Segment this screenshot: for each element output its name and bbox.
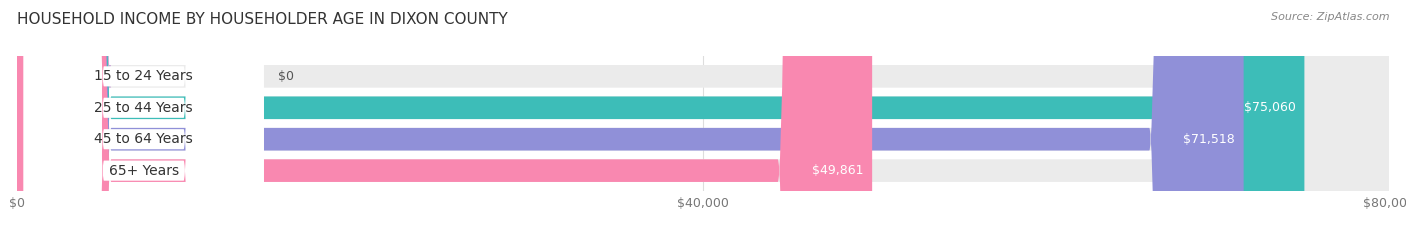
Text: $71,518: $71,518 bbox=[1184, 133, 1234, 146]
Text: 25 to 44 Years: 25 to 44 Years bbox=[94, 101, 193, 115]
FancyBboxPatch shape bbox=[17, 0, 1389, 233]
Text: 65+ Years: 65+ Years bbox=[108, 164, 179, 178]
FancyBboxPatch shape bbox=[24, 0, 264, 233]
FancyBboxPatch shape bbox=[17, 0, 872, 233]
Text: HOUSEHOLD INCOME BY HOUSEHOLDER AGE IN DIXON COUNTY: HOUSEHOLD INCOME BY HOUSEHOLDER AGE IN D… bbox=[17, 12, 508, 27]
Text: $49,861: $49,861 bbox=[813, 164, 863, 177]
Text: 45 to 64 Years: 45 to 64 Years bbox=[94, 132, 193, 146]
FancyBboxPatch shape bbox=[0, 0, 111, 233]
FancyBboxPatch shape bbox=[17, 0, 1305, 233]
FancyBboxPatch shape bbox=[24, 0, 264, 233]
Text: $0: $0 bbox=[277, 70, 294, 83]
FancyBboxPatch shape bbox=[17, 0, 1389, 233]
Text: Source: ZipAtlas.com: Source: ZipAtlas.com bbox=[1271, 12, 1389, 22]
FancyBboxPatch shape bbox=[24, 0, 264, 233]
FancyBboxPatch shape bbox=[24, 0, 264, 233]
FancyBboxPatch shape bbox=[17, 0, 1244, 233]
Text: 15 to 24 Years: 15 to 24 Years bbox=[94, 69, 193, 83]
FancyBboxPatch shape bbox=[17, 0, 1389, 233]
FancyBboxPatch shape bbox=[17, 0, 1389, 233]
Text: $75,060: $75,060 bbox=[1244, 101, 1296, 114]
